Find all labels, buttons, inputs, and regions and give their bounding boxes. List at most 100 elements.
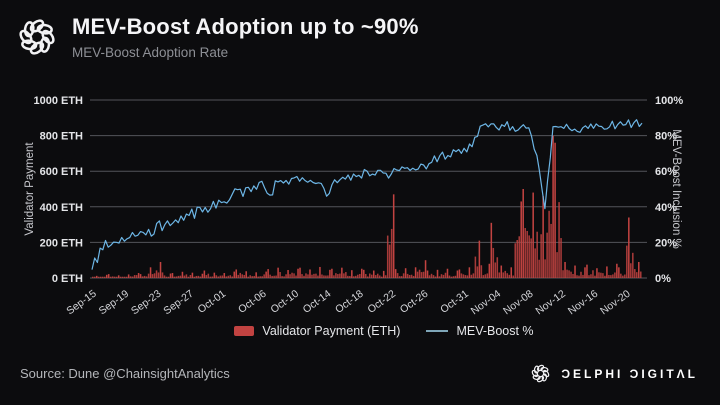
- y-right-tick-label: 0%: [655, 273, 671, 285]
- validator-payment-bar: [528, 235, 530, 278]
- validator-payment-bar: [626, 245, 628, 278]
- validator-payment-bar: [640, 271, 642, 278]
- validator-payment-bar: [159, 261, 162, 278]
- validator-payment-bar: [422, 271, 425, 278]
- validator-payment-bar: [490, 222, 493, 278]
- validator-payment-bar: [281, 276, 283, 278]
- validator-payment-bar: [129, 276, 132, 278]
- legend-item-validator-payment: Validator Payment (ETH): [234, 324, 400, 338]
- y-left-tick-label: 400 ETH: [40, 202, 83, 214]
- validator-payment-bar: [412, 275, 415, 278]
- validator-payment-bar: [353, 276, 355, 278]
- x-tick-label: Sep-27: [161, 288, 196, 318]
- validator-payment-bar: [345, 272, 347, 278]
- validator-payment-bar: [343, 273, 345, 278]
- validator-payment-bar: [520, 201, 522, 278]
- chart-subtitle: MEV-Boost Adoption Rate: [72, 45, 229, 60]
- validator-payment-bar: [544, 259, 546, 278]
- validator-payment-bar: [101, 276, 104, 278]
- validator-payment-bar: [251, 276, 253, 278]
- validator-payment-bar: [295, 275, 297, 278]
- validator-payment-bar: [392, 194, 395, 278]
- validator-payment-bar: [265, 271, 267, 278]
- validator-payment-bar: [279, 272, 281, 278]
- validator-payment-bar: [630, 263, 632, 278]
- x-tick-label: Sep-19: [97, 288, 132, 318]
- y-right-tick-label: 20%: [655, 237, 677, 249]
- validator-payment-bar: [325, 275, 327, 278]
- validator-payment-bar: [378, 275, 381, 278]
- validator-payment-bar: [315, 273, 317, 278]
- validator-payment-bar: [474, 256, 477, 278]
- validator-payment-bar: [436, 269, 439, 278]
- validator-payment-bar: [580, 271, 582, 278]
- validator-payment-bar: [602, 273, 604, 278]
- validator-payment-bar: [564, 261, 566, 278]
- validator-payment-bar: [512, 275, 515, 278]
- knot-loop: [19, 29, 33, 45]
- validator-payment-bar: [610, 275, 612, 278]
- validator-payment-bar: [624, 274, 626, 278]
- validator-payment-bar: [221, 275, 224, 278]
- knot-loop: [537, 375, 545, 383]
- validator-payment-bar: [121, 276, 124, 278]
- validator-payment-bar: [335, 273, 337, 278]
- validator-payment-bar: [155, 270, 158, 278]
- validator-payment-bar: [169, 273, 172, 278]
- validator-payment-bar: [319, 266, 321, 278]
- knot-loop: [534, 365, 540, 374]
- y-left-tick-label: 0 ETH: [52, 273, 83, 285]
- chart-area: 0 ETH 0% 200 ETH 20% 400 ETH 40% 600 ETH 60% 800…: [0, 88, 720, 350]
- y-axis-title-left: Validator Payment: [24, 142, 36, 236]
- validator-payment-bar: [400, 276, 403, 278]
- validator-payment-bar: [398, 276, 401, 278]
- validator-payment-bar: [139, 274, 142, 278]
- validator-payment-bar: [253, 275, 255, 278]
- legend-label: MEV-Boost %: [456, 324, 534, 338]
- validator-payment-bar: [131, 276, 134, 278]
- validator-payment-bar: [492, 247, 495, 278]
- validator-payment-bar: [307, 274, 309, 278]
- knot-loop: [36, 23, 53, 35]
- validator-payment-bar: [215, 275, 218, 278]
- validator-payment-bar: [586, 264, 588, 278]
- validator-payment-bar: [488, 263, 491, 278]
- validator-payment-bar: [628, 217, 630, 278]
- validator-payment-bar: [145, 276, 148, 278]
- validator-payment-bar: [331, 268, 333, 278]
- validator-payment-bar: [321, 274, 323, 278]
- validator-payment-bar: [524, 228, 526, 278]
- validator-payment-bar: [596, 268, 598, 278]
- validator-payment-bar: [370, 274, 373, 278]
- validator-payment-bar: [365, 273, 367, 278]
- validator-payment-bar: [552, 135, 554, 278]
- validator-payment-bar: [105, 274, 108, 278]
- validator-payment-bar: [143, 275, 146, 278]
- x-tick-label: Oct-18: [333, 288, 366, 316]
- validator-payment-bar: [468, 267, 471, 278]
- validator-payment-bar: [380, 276, 383, 278]
- validator-payment-bar: [590, 274, 592, 278]
- legend-label: Validator Payment (ETH): [262, 324, 401, 338]
- validator-payment-bar: [478, 240, 481, 278]
- validator-payment-bar: [213, 272, 216, 278]
- validator-payment-bar: [171, 273, 174, 278]
- validator-payment-bar: [456, 270, 459, 278]
- validator-payment-bar: [486, 273, 489, 278]
- validator-payment-bar: [137, 273, 140, 278]
- validator-payment-bar: [506, 273, 509, 278]
- validator-payment-bar: [149, 267, 152, 278]
- page-title: MEV-Boost Adoption up to ~90%: [72, 14, 419, 39]
- validator-payment-bar: [508, 274, 511, 278]
- validator-payment-bar: [175, 276, 178, 278]
- validator-payment-bar: [540, 234, 542, 278]
- validator-payment-bar: [135, 275, 138, 278]
- validator-payment-bar: [199, 276, 202, 278]
- validator-payment-bar: [287, 269, 289, 278]
- validator-payment-bar: [588, 275, 590, 278]
- validator-payment-bar: [526, 230, 528, 278]
- validator-payment-bar: [93, 276, 96, 278]
- validator-payment-bar: [309, 269, 311, 278]
- validator-payment-bar: [430, 273, 433, 278]
- x-tick-label: Nov-12: [533, 288, 568, 318]
